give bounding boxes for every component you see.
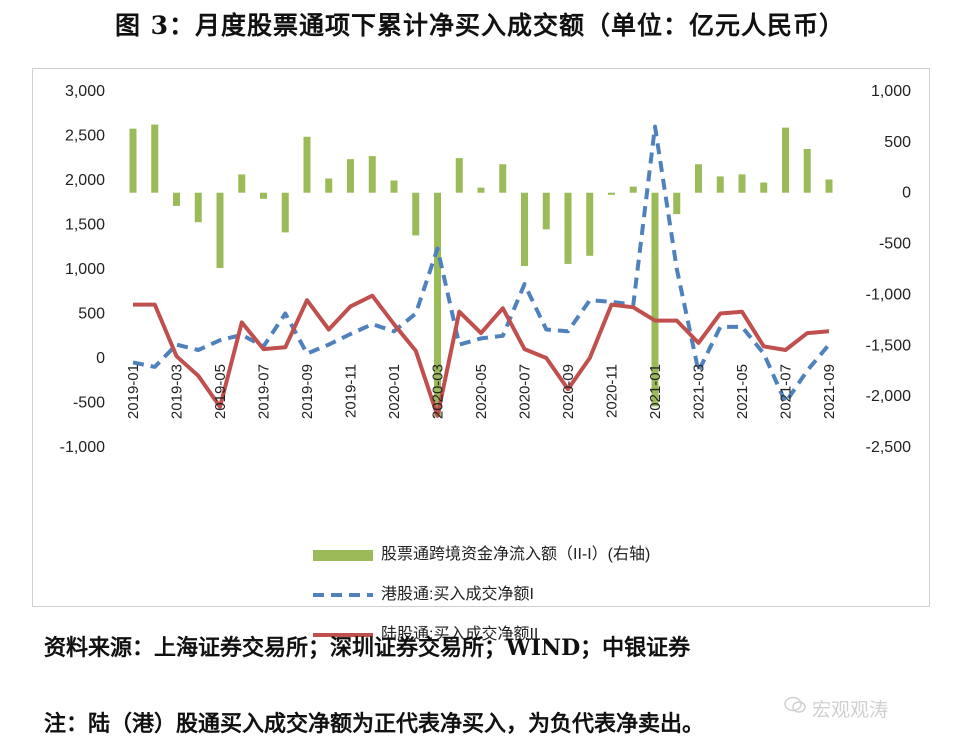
bar-2021-09	[825, 179, 833, 193]
x-tick-label: 2021-09	[821, 364, 838, 419]
bar-2020-01	[390, 180, 398, 193]
chart-frame: 3,000 2,500 2,000 1,500 1,000 500 0 -500 -1,000 1…	[32, 68, 930, 643]
bar-2020-04	[455, 158, 463, 193]
left-tick-label: 0	[96, 350, 105, 367]
bar-2020-06	[499, 164, 507, 193]
left-tick-label: -1,000	[60, 439, 105, 456]
right-tick-label: 0	[902, 185, 911, 202]
x-tick-label: 2020-05	[473, 364, 490, 419]
bar-2019-08	[281, 192, 289, 233]
bar-2021-01	[651, 192, 659, 407]
right-tick-label: -1,000	[866, 286, 911, 303]
bar-2021-08	[803, 148, 811, 193]
line-mainland-net-buy	[133, 293, 830, 418]
x-tick-label: 2020-11	[604, 364, 621, 418]
line-hk-net-buy	[132, 124, 831, 405]
chat-bubble-icon	[784, 696, 806, 713]
left-tick-label: 500	[78, 306, 105, 323]
left-tick-label: 1,000	[65, 261, 105, 278]
x-tick-label: 2019-11	[343, 364, 360, 418]
bar-2020-07	[521, 192, 528, 266]
page-title: 图 3：月度股票通项下累计净买入成交额（单位：亿元人民币）	[114, 11, 846, 40]
x-tick-label: 2021-07	[778, 364, 795, 419]
left-tick-label: -500	[73, 395, 105, 412]
legend-mainland-swatch	[313, 633, 373, 637]
axes: 3,000 2,500 2,000 1,500 1,000 500 0 -500 -1,000 1…	[60, 83, 911, 456]
right-tick-label: -1,500	[866, 337, 911, 354]
bar-2019-07	[260, 192, 267, 199]
x-tick-label: 2019-05	[212, 364, 229, 419]
watermark-text: 宏观观涛	[812, 700, 889, 721]
bar-2021-02	[673, 192, 681, 215]
x-tick-label: 2019-03	[169, 364, 186, 419]
bar-2021-06	[760, 182, 768, 193]
bar-2019-11	[347, 159, 354, 193]
x-tick-label: 2021-01	[647, 364, 664, 419]
legend-label-hk: 港股通:买入成交净额I	[381, 586, 534, 603]
x-tick-label: 2021-03	[691, 364, 708, 419]
x-tick-label: 2021-05	[734, 364, 751, 419]
bar-2020-10	[586, 192, 594, 256]
bar-2020-05	[477, 187, 485, 193]
bar-2020-09	[564, 192, 572, 264]
right-tick-label: -500	[879, 236, 911, 253]
source-note: 资料来源：上海证券交易所；深圳证券交易所；WIND；中银证券	[44, 635, 691, 661]
x-tick-label: 2019-09	[299, 364, 316, 419]
bar-2019-02	[151, 124, 159, 193]
watermark: 宏观观涛	[784, 695, 889, 722]
bar-2021-03	[695, 164, 702, 193]
left-tick-label: 3,000	[65, 83, 105, 100]
line-series	[132, 124, 831, 418]
bar-2019-09	[303, 136, 311, 193]
bar-2019-03	[173, 192, 180, 206]
bar-2019-12	[368, 156, 376, 193]
x-tick-label: 2020-03	[430, 364, 447, 419]
footnote: 注：陆（港）股通买入成交净额为正代表净买入，为负代表净卖出。	[44, 711, 705, 737]
bar-2021-07	[782, 127, 789, 193]
bar-2020-03	[434, 192, 441, 417]
legend-label-mainland: 陆股通:买入成交净额II	[381, 626, 539, 643]
chart-svg: 3,000 2,500 2,000 1,500 1,000 500 0 -500 -1,000 1…	[60, 83, 911, 456]
bar-2020-08	[542, 192, 550, 230]
left-tick-label: 1,500	[65, 217, 105, 234]
bar-2021-04	[716, 176, 724, 193]
x-tick-label: 2019-07	[256, 364, 273, 419]
right-tick-label: -2,000	[866, 388, 911, 405]
right-tick-label: -2,500	[866, 439, 911, 456]
bar-2020-11	[608, 192, 615, 195]
x-tick-label: 2020-07	[517, 364, 534, 419]
bar-2019-06	[238, 174, 246, 193]
bar-2019-04	[194, 192, 202, 223]
bar-2021-05	[738, 174, 746, 193]
bar-2020-12	[629, 186, 637, 193]
x-tick-label: 2020-01	[386, 364, 403, 419]
bar-2020-02	[412, 192, 420, 236]
legend-bar-swatch	[313, 550, 373, 561]
right-tick-label: 1,000	[871, 83, 911, 100]
bar-2019-01	[129, 128, 137, 193]
bar-2019-10	[325, 178, 333, 193]
x-tick-label: 2020-09	[560, 364, 577, 419]
left-tick-label: 2,000	[65, 172, 105, 189]
legend-label-bar: 股票通跨境资金净流入额（II-I）(右轴)	[381, 546, 651, 563]
bar-2019-05	[216, 192, 224, 268]
legend-hk-swatch	[313, 593, 373, 597]
x-tick-label: 2019-01	[125, 364, 142, 419]
left-tick-label: 2,500	[65, 128, 105, 145]
right-tick-label: 500	[884, 134, 911, 151]
bar-series	[129, 124, 833, 417]
